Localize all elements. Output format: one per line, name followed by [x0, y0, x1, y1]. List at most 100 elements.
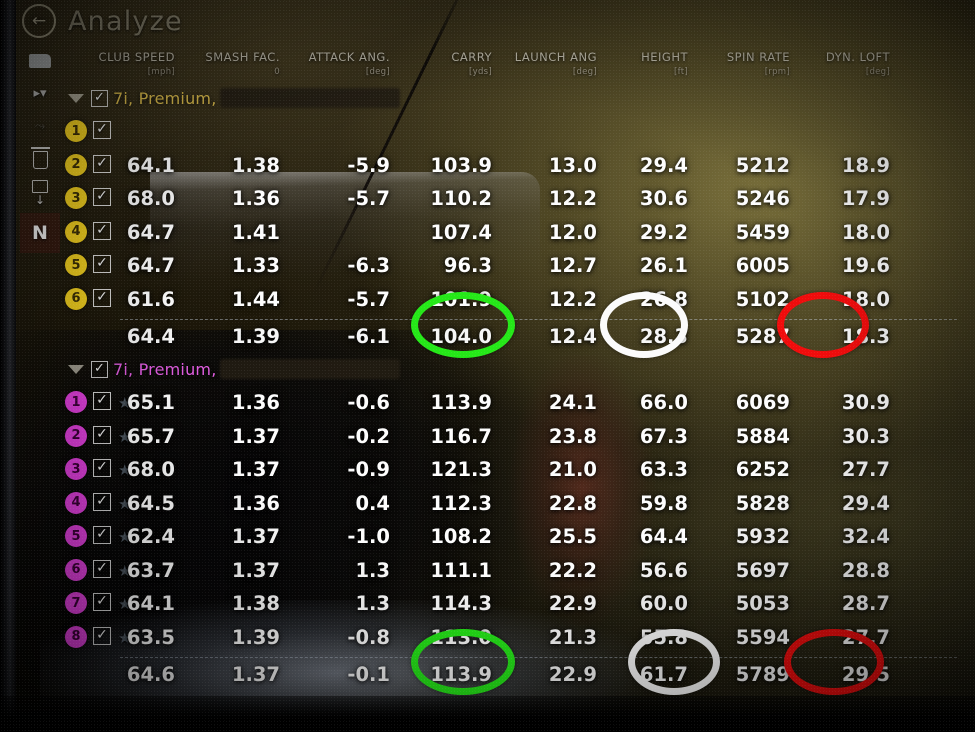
- cell-spin-rate: 5932: [735, 525, 790, 548]
- cell-smash-factor: 1.38: [231, 592, 280, 615]
- back-arrow-icon[interactable]: ←: [22, 4, 56, 38]
- cell-launch-angle: 12.7: [548, 254, 597, 277]
- cell-height: 29.4: [639, 153, 688, 177]
- cell-attack-angle: -0.9: [347, 458, 390, 481]
- table-row[interactable]: 6 ✓ ★ 63.7 1.37 1.3 111.1 22.2 56.6 5697 28.8: [60, 555, 975, 589]
- column-header-unit: [rpm]: [764, 67, 790, 77]
- cell-carry: 113.9: [430, 391, 492, 414]
- normalize-badge[interactable]: N: [20, 213, 60, 253]
- table-row[interactable]: 5 ✓ ★ 62.4 1.37 -1.0 108.2 25.5 64.4 5932 32.4: [60, 521, 975, 555]
- cell-attack-angle: -0.8: [347, 625, 390, 649]
- cell-attack-angle: -5.7: [347, 287, 390, 311]
- compare-icon[interactable]: ⤳: [34, 119, 46, 134]
- chevron-down-icon[interactable]: [68, 94, 84, 103]
- cell-smash-factor: 1.37: [231, 525, 280, 548]
- shot-table: CLUB SPEED [mph] SMASH FAC. 0 ATTACK ANG. [de…: [60, 44, 975, 695]
- table-row[interactable]: 5 ✓ 64.7 1.33 -6.3 96.3 12.7 26.1 6005 19.6: [60, 250, 975, 284]
- group-header[interactable]: ✓ 7i, Premium,: [60, 357, 975, 387]
- cell-smash-factor: 1.37: [231, 458, 280, 481]
- cell-launch-angle: 22.9: [548, 663, 597, 686]
- cell-height: 56.6: [639, 558, 688, 582]
- cell-carry: 121.3: [430, 458, 492, 481]
- cell-dyn-loft: 28.7: [841, 592, 890, 615]
- column-header-unit: [yds]: [469, 67, 492, 77]
- cell-carry: 114.3: [430, 592, 492, 615]
- cell-launch-angle: 22.2: [548, 558, 597, 582]
- column-header-unit: [mph]: [147, 67, 175, 77]
- table-row[interactable]: 1 ✓: [60, 116, 975, 150]
- table-row[interactable]: 7 ✓ ★ 64.1 1.38 1.3 114.3 22.9 60.0 5053 28.7: [60, 588, 975, 622]
- cell-dyn-loft: 27.7: [841, 458, 890, 481]
- shot-number-badge: 1: [65, 120, 87, 142]
- cell-dyn-loft: 18.0: [841, 287, 890, 311]
- table-row[interactable]: 3 ✓ ★ 68.0 1.37 -0.9 121.3 21.0 63.3 6252 27.7: [60, 454, 975, 488]
- table-row[interactable]: 6 ✓ 61.6 1.44 -5.7 101.9 12.2 26.8 5102 18.0: [60, 284, 975, 318]
- chevron-down-icon[interactable]: [68, 365, 84, 374]
- cell-height: 63.3: [639, 458, 688, 481]
- column-header-carry[interactable]: CARRY [yds]: [396, 50, 492, 77]
- column-header-label: CLUB SPEED: [98, 50, 175, 64]
- cell-spin-rate: 5594: [735, 625, 790, 649]
- cell-height: 66.0: [639, 391, 688, 414]
- table-row[interactable]: 4 ✓ 64.7 1.41 107.4 12.0 29.2 5459 18.0: [60, 217, 975, 251]
- cell-dyn-loft: 29.4: [841, 491, 890, 515]
- cell-launch-angle: 12.2: [548, 287, 597, 311]
- save-export-icon[interactable]: ↓: [20, 176, 60, 209]
- cell-height: 30.6: [639, 187, 688, 210]
- cell-dyn-loft: 32.4: [841, 525, 890, 548]
- cell-height: 29.2: [639, 220, 688, 244]
- redacted-group-name: [220, 88, 400, 108]
- expand-arrows-icon[interactable]: ▸▾: [33, 86, 47, 101]
- cell-spin-rate: 6252: [735, 458, 790, 481]
- column-header-height[interactable]: HEIGHT [ft]: [592, 50, 688, 77]
- cell-club-speed: 63.5: [126, 625, 175, 649]
- column-header-spin-rate[interactable]: SPIN RATE [rpm]: [694, 50, 790, 77]
- cell-attack-angle: -1.0: [347, 525, 390, 548]
- cell-height: 59.8: [639, 491, 688, 515]
- column-header-launch-angle[interactable]: LAUNCH ANG [deg]: [501, 50, 597, 77]
- table-row[interactable]: 1 ✓ ★ 65.1 1.36 -0.6 113.9 24.1 66.0 6069 30.9: [60, 387, 975, 421]
- cell-height: 67.3: [639, 424, 688, 448]
- table-row[interactable]: 4 ✓ ★ 64.5 1.36 0.4 112.3 22.8 59.8 5828 29.4: [60, 488, 975, 522]
- group-checkbox[interactable]: ✓: [91, 90, 108, 107]
- trash-icon[interactable]: [20, 143, 60, 176]
- cell-height: 55.8: [639, 625, 688, 649]
- column-header-label: LAUNCH ANG: [514, 50, 597, 64]
- table-row[interactable]: 2 ✓ 64.1 1.38 -5.9 103.9 13.0 29.4 5212 18.9: [60, 150, 975, 184]
- cell-spin-rate: 5102: [735, 287, 790, 311]
- cell-launch-angle: 13.0: [548, 153, 597, 177]
- cell-club-speed: 64.4: [126, 325, 175, 348]
- cell-smash-factor: 1.37: [231, 558, 280, 582]
- column-header-smash-factor[interactable]: SMASH FAC. 0: [184, 50, 280, 77]
- cell-carry: 113.0: [430, 625, 492, 649]
- cell-club-speed: 68.0: [126, 187, 175, 210]
- cell-club-speed: 64.5: [126, 491, 175, 515]
- column-header-attack-angle[interactable]: ATTACK ANG. [deg]: [294, 50, 390, 77]
- cell-launch-angle: 12.2: [548, 187, 597, 210]
- table-row[interactable]: 2 ✓ ★ 65.7 1.37 -0.2 116.7 23.8 67.3 5884 30.3: [60, 421, 975, 455]
- cell-dyn-loft: 29.5: [841, 663, 890, 686]
- column-header-label: DYN. LOFT: [825, 50, 890, 64]
- group-checkbox[interactable]: ✓: [91, 361, 108, 378]
- cell-smash-factor: 1.36: [231, 187, 280, 210]
- cell-club-speed: 64.1: [126, 592, 175, 615]
- cell-attack-angle: 1.3: [355, 558, 390, 582]
- table-row[interactable]: 8 ✓ ★ 63.5 1.39 -0.8 113.0 21.3 55.8 5594 27.7: [60, 622, 975, 656]
- cell-height: 61.7: [639, 663, 688, 686]
- cell-club-speed: 64.1: [126, 153, 175, 177]
- cell-smash-factor: 1.38: [231, 153, 280, 177]
- folder-icon[interactable]: [20, 44, 60, 77]
- cell-spin-rate: 5459: [735, 220, 790, 244]
- row-checkbox[interactable]: ✓: [93, 121, 111, 139]
- cell-carry: 108.2: [430, 525, 492, 548]
- cell-dyn-loft: 17.9: [841, 187, 890, 210]
- cell-smash-factor: 1.36: [231, 391, 280, 414]
- column-header-dyn-loft[interactable]: DYN. LOFT [deg]: [794, 50, 890, 77]
- cell-spin-rate: 6069: [735, 391, 790, 414]
- group-header[interactable]: ✓ 7i, Premium,: [60, 86, 975, 116]
- table-row[interactable]: 3 ✓ 68.0 1.36 -5.7 110.2 12.2 30.6 5246 17.9: [60, 183, 975, 217]
- cell-dyn-loft: 18.9: [841, 153, 890, 177]
- column-header-club-speed[interactable]: CLUB SPEED [mph]: [79, 50, 175, 77]
- cell-attack-angle: -6.1: [347, 325, 390, 348]
- cell-smash-factor: 1.33: [231, 254, 280, 277]
